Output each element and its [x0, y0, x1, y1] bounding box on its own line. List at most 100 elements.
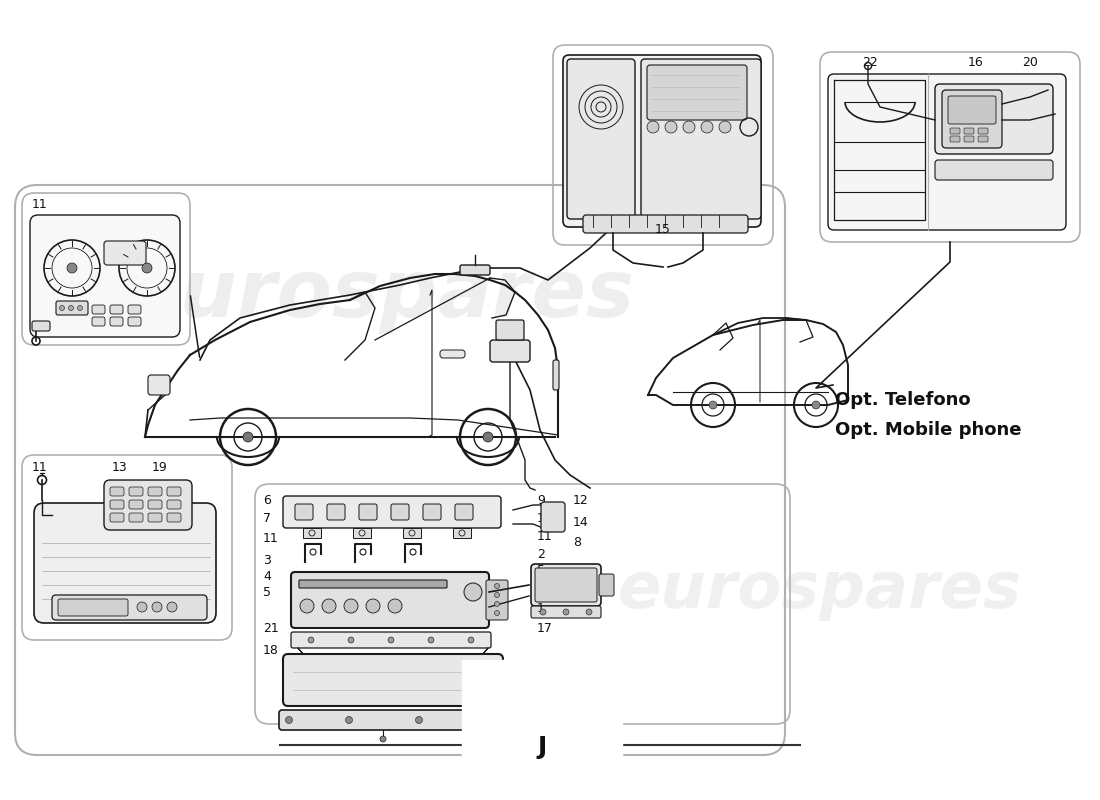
FancyBboxPatch shape [978, 136, 988, 142]
Circle shape [348, 637, 354, 643]
FancyBboxPatch shape [647, 65, 747, 120]
Text: 8: 8 [573, 536, 581, 549]
FancyBboxPatch shape [34, 503, 216, 623]
FancyBboxPatch shape [128, 317, 141, 326]
Circle shape [68, 306, 74, 310]
Text: 11: 11 [32, 198, 47, 211]
Circle shape [167, 602, 177, 612]
Text: 4: 4 [263, 570, 271, 583]
Circle shape [464, 583, 482, 601]
FancyBboxPatch shape [299, 580, 447, 588]
FancyBboxPatch shape [964, 136, 974, 142]
Text: 3: 3 [263, 554, 271, 567]
Circle shape [344, 599, 358, 613]
Circle shape [286, 717, 293, 723]
Bar [302, 528, 321, 538]
Circle shape [59, 306, 65, 310]
Text: 9: 9 [537, 494, 544, 507]
Text: 5: 5 [537, 564, 544, 577]
Circle shape [138, 602, 147, 612]
Text: Opt. Mobile phone: Opt. Mobile phone [835, 421, 1022, 439]
Text: 7: 7 [263, 512, 271, 525]
Text: 11: 11 [32, 461, 47, 474]
FancyBboxPatch shape [129, 513, 143, 522]
Bar [453, 528, 471, 538]
Text: 19: 19 [152, 461, 167, 474]
Circle shape [495, 583, 499, 589]
Circle shape [495, 610, 499, 615]
Bar [353, 528, 371, 538]
Text: 12: 12 [573, 494, 588, 507]
FancyBboxPatch shape [978, 128, 988, 134]
FancyBboxPatch shape [563, 55, 761, 227]
Text: 18: 18 [263, 644, 279, 657]
FancyBboxPatch shape [148, 500, 162, 509]
FancyBboxPatch shape [92, 305, 104, 314]
FancyBboxPatch shape [167, 500, 182, 509]
Circle shape [495, 602, 499, 606]
FancyBboxPatch shape [148, 375, 170, 395]
Text: 13: 13 [112, 461, 128, 474]
Circle shape [243, 432, 253, 442]
FancyBboxPatch shape [110, 317, 123, 326]
Circle shape [416, 717, 422, 723]
Circle shape [388, 599, 401, 613]
FancyBboxPatch shape [283, 496, 500, 528]
Circle shape [77, 306, 82, 310]
Circle shape [540, 609, 546, 615]
Circle shape [483, 432, 493, 442]
FancyBboxPatch shape [828, 74, 1066, 230]
FancyBboxPatch shape [935, 160, 1053, 180]
FancyBboxPatch shape [440, 350, 465, 358]
FancyBboxPatch shape [110, 500, 124, 509]
Text: 1: 1 [537, 602, 544, 615]
Circle shape [308, 637, 314, 643]
Text: 15: 15 [656, 223, 671, 236]
Circle shape [666, 121, 676, 133]
Text: 21: 21 [263, 622, 278, 635]
FancyBboxPatch shape [104, 241, 146, 265]
FancyBboxPatch shape [600, 574, 614, 596]
FancyBboxPatch shape [295, 504, 313, 520]
Circle shape [322, 599, 335, 613]
FancyBboxPatch shape [110, 305, 123, 314]
FancyBboxPatch shape [541, 502, 565, 532]
FancyBboxPatch shape [424, 504, 441, 520]
FancyBboxPatch shape [104, 480, 192, 530]
Circle shape [495, 593, 499, 598]
Circle shape [300, 599, 313, 613]
FancyBboxPatch shape [553, 360, 559, 390]
Circle shape [428, 637, 435, 643]
Text: 2: 2 [537, 548, 544, 561]
Circle shape [701, 121, 713, 133]
Circle shape [485, 717, 493, 723]
Circle shape [586, 609, 592, 615]
FancyBboxPatch shape [167, 487, 182, 496]
Circle shape [647, 121, 659, 133]
Text: 17: 17 [537, 622, 553, 635]
FancyBboxPatch shape [128, 305, 141, 314]
FancyBboxPatch shape [566, 59, 635, 219]
Circle shape [379, 736, 386, 742]
Circle shape [142, 263, 152, 273]
FancyBboxPatch shape [583, 215, 748, 233]
FancyBboxPatch shape [531, 606, 601, 618]
FancyBboxPatch shape [92, 317, 104, 326]
Text: 22: 22 [862, 56, 878, 69]
Text: Opt. Telefono: Opt. Telefono [835, 391, 970, 409]
FancyBboxPatch shape [148, 487, 162, 496]
Text: J: J [538, 735, 547, 759]
Circle shape [563, 609, 569, 615]
FancyBboxPatch shape [490, 340, 530, 362]
Text: eurospares: eurospares [618, 559, 1022, 621]
FancyBboxPatch shape [948, 96, 996, 124]
Text: 14: 14 [573, 516, 588, 529]
FancyBboxPatch shape [283, 654, 503, 706]
Circle shape [67, 263, 77, 273]
FancyBboxPatch shape [327, 504, 345, 520]
FancyBboxPatch shape [496, 320, 524, 340]
FancyBboxPatch shape [129, 487, 143, 496]
Text: 10: 10 [537, 512, 553, 525]
FancyBboxPatch shape [950, 136, 960, 142]
FancyBboxPatch shape [950, 128, 960, 134]
